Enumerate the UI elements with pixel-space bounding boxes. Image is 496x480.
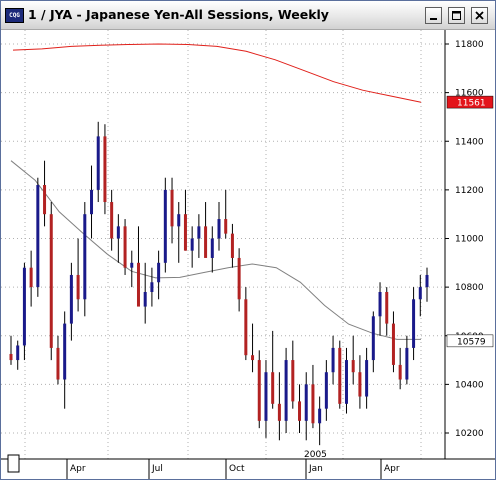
price-badge-label: 10579 <box>457 337 486 347</box>
close-icon <box>475 11 484 20</box>
candle-body <box>318 408 322 424</box>
candle-body <box>96 136 100 190</box>
candle-body <box>197 226 201 239</box>
time-tick-label: Oct <box>229 464 245 474</box>
candle-body <box>311 384 315 424</box>
candle-body <box>123 226 127 268</box>
candle-body <box>204 226 208 258</box>
time-axis: Apr Jul Oct Jan Apr 2005 <box>66 450 400 479</box>
ma-short-line <box>10 160 421 340</box>
candle-body <box>143 291 147 307</box>
candle-body <box>284 360 288 421</box>
price-badges: 11561 10579 <box>446 95 494 348</box>
candle-body <box>163 189 167 263</box>
candle-body <box>83 214 87 300</box>
candle-body <box>190 238 194 251</box>
candle-body <box>63 323 67 380</box>
moving-averages <box>10 43 422 340</box>
candle-body <box>257 360 261 421</box>
price-tick-label: 10200 <box>455 429 484 439</box>
time-tick-label: Apr <box>70 464 86 474</box>
price-bars <box>9 121 429 446</box>
candle-body <box>90 189 94 215</box>
candle-body <box>425 274 429 288</box>
candle-body <box>224 219 228 234</box>
candle-body <box>69 274 73 324</box>
price-chart[interactable]: 1180011600114001120011000108001060010400… <box>1 30 495 479</box>
time-tick-label: Apr <box>384 464 400 474</box>
candle-body <box>183 214 187 251</box>
price-badge <box>446 95 494 109</box>
candle-body <box>230 233 234 258</box>
maximize-button[interactable] <box>448 7 465 24</box>
candle-body <box>22 267 26 346</box>
window-title: 1 / JYA - Japanese Yen-All Sessions, Wee… <box>28 7 329 22</box>
candle-body <box>116 226 120 239</box>
candle-body <box>217 219 221 239</box>
price-tick-label: 11600 <box>455 89 484 99</box>
candle-body <box>43 185 47 215</box>
candle-body <box>418 287 422 300</box>
candle-body <box>298 401 302 421</box>
candle-body <box>150 282 154 292</box>
candle-body <box>338 347 342 404</box>
minimize-button[interactable] <box>425 7 442 24</box>
candle-body <box>277 403 281 421</box>
candle-body <box>157 262 161 283</box>
candle-body <box>170 189 174 227</box>
price-tick-label: 11800 <box>455 40 484 50</box>
candle-body <box>412 299 416 348</box>
year-label: 2005 <box>304 450 327 460</box>
candle-body <box>130 262 134 268</box>
candle-body <box>177 214 181 227</box>
price-tick-label: 10400 <box>455 380 484 390</box>
time-tick-label: Jan <box>308 464 323 474</box>
candle-body <box>344 360 348 404</box>
title-bar[interactable]: CQG 1 / JYA - Japanese Yen-All Sessions,… <box>1 1 495 30</box>
price-badge <box>446 334 494 348</box>
candle-body <box>331 347 335 373</box>
candle-body <box>36 185 40 288</box>
candle-body <box>103 136 107 203</box>
price-badge-label: 11561 <box>457 99 486 109</box>
candle-body <box>378 291 382 317</box>
candle-body <box>210 238 214 258</box>
price-tick-label: 10800 <box>455 283 484 293</box>
price-tick-label: 11400 <box>455 137 484 147</box>
time-tick-label: Jul <box>151 464 163 474</box>
candle-body <box>391 323 395 365</box>
maximize-icon <box>452 11 461 20</box>
app-logo-icon[interactable]: CQG <box>5 8 24 23</box>
candle-body <box>76 274 80 300</box>
candle-body <box>398 364 402 380</box>
candle-body <box>365 360 369 397</box>
candle-body <box>237 257 241 300</box>
candle-body <box>291 360 295 402</box>
candle-body <box>244 299 248 356</box>
candle-body <box>351 360 355 373</box>
scroll-box[interactable] <box>7 454 20 473</box>
price-tick-label: 11000 <box>455 235 484 245</box>
candle-body <box>136 262 140 307</box>
candle-body <box>264 372 268 421</box>
candle-body <box>49 214 53 348</box>
candle-body <box>110 202 114 239</box>
candle-body <box>371 316 375 361</box>
candle-body <box>358 372 362 397</box>
candle-body <box>29 267 33 288</box>
candle-body <box>251 355 255 361</box>
candle-body <box>16 345 20 361</box>
candle-body <box>9 353 13 361</box>
candle-body <box>271 372 275 404</box>
close-button[interactable] <box>471 7 488 24</box>
ma-long-line <box>12 43 422 103</box>
candle-body <box>56 347 60 380</box>
candle-body <box>324 372 328 409</box>
minimize-icon <box>430 18 437 20</box>
price-tick-label: 11200 <box>455 186 484 196</box>
candle-body <box>405 347 409 380</box>
candle-body <box>304 384 308 421</box>
candle-body <box>385 291 389 324</box>
